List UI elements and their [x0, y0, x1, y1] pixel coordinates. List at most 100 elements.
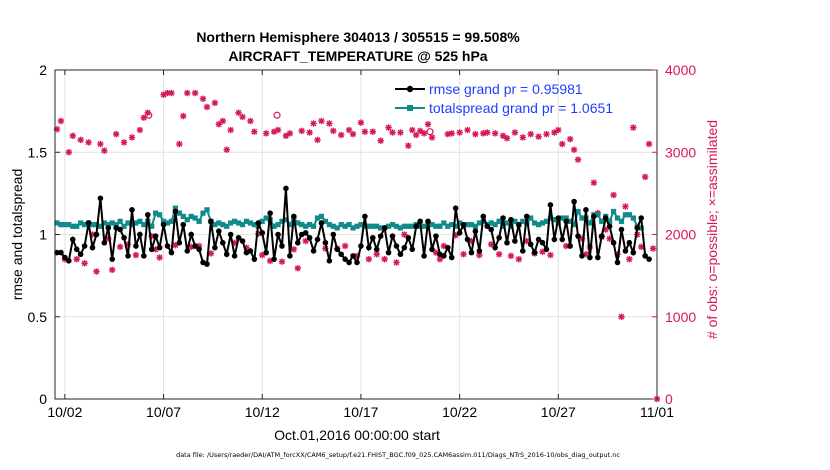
totalspread-point [508, 223, 514, 229]
obs-assimilated-marker [191, 89, 199, 97]
rmse-point [539, 239, 546, 246]
marker-stroke [211, 100, 218, 106]
rmse-point [306, 234, 313, 241]
obs-assimilated-marker [211, 99, 219, 107]
obs-assimilated-marker [464, 126, 471, 134]
rmse-point [322, 239, 329, 246]
obs-assimilated-marker [515, 255, 523, 263]
rmse-point [571, 198, 577, 205]
marker-stroke [610, 192, 617, 198]
obs-assimilated-marker [484, 129, 491, 136]
rmse-point [93, 231, 100, 238]
obs-assimilated-marker [168, 89, 175, 97]
marker-stroke [286, 130, 293, 137]
obs-assimilated-marker [73, 255, 80, 263]
marker-stroke [401, 231, 408, 238]
obs-assimilated-marker [97, 140, 104, 148]
obs-assimilated-marker [112, 130, 120, 138]
totalspread-point [437, 223, 443, 229]
totalspread-point [149, 223, 155, 229]
left-y-tick-label: 0 [39, 391, 47, 407]
obs-assimilated-marker [337, 131, 345, 139]
obs-assimilated-marker [630, 124, 637, 131]
marker-stroke [350, 131, 356, 138]
rmse-point [504, 239, 510, 246]
totalspread-point [512, 218, 518, 224]
marker-stroke [330, 127, 337, 134]
left-y-tick-label: 0.5 [28, 309, 48, 325]
marker-stroke [523, 238, 530, 244]
rmse-point [334, 246, 341, 253]
totalspread-point [97, 223, 103, 229]
marker-stroke [519, 134, 526, 141]
marker-stroke [448, 130, 455, 137]
marker-stroke [65, 149, 72, 156]
marker-stroke [421, 130, 427, 137]
totalspread-point [362, 223, 368, 229]
totalspread-point [500, 223, 506, 229]
totalspread-point [275, 222, 281, 228]
rmse-point [393, 243, 400, 249]
obs-possible-marker [426, 128, 434, 136]
marker-stroke [346, 127, 352, 133]
totalspread-point [638, 225, 644, 231]
rmse-point [62, 254, 68, 261]
rmse-point [109, 256, 116, 262]
totalspread-point [334, 225, 340, 231]
marker-stroke [365, 256, 372, 263]
rmse-point [429, 246, 435, 253]
marker-stroke [377, 137, 384, 144]
rmse-legend-label: rmse grand pr = 0.95981 [429, 81, 583, 97]
obs-assimilated-marker [330, 127, 337, 135]
totalspread-point [595, 212, 601, 218]
rmse-point [373, 246, 380, 253]
totalspread-point [445, 223, 451, 229]
obs-assimilated-marker [290, 246, 298, 253]
obs-assimilated-marker [385, 124, 392, 131]
marker-stroke [192, 90, 199, 96]
rmse-point [555, 215, 562, 221]
marker-stroke [500, 132, 506, 139]
rmse-point [247, 248, 254, 254]
rmse-point [531, 249, 538, 256]
rmse-point [105, 225, 112, 231]
marker-stroke [444, 131, 451, 138]
obs-assimilated-marker [649, 245, 657, 252]
rmse-point [294, 239, 301, 246]
obs-assimilated-marker [381, 255, 388, 263]
marker-stroke [409, 127, 416, 133]
obs-assimilated-marker [519, 134, 526, 141]
totalspread-point [259, 218, 265, 224]
obs-assimilated-marker [401, 231, 408, 238]
obs-assimilated-marker [488, 241, 495, 248]
rmse-point [622, 248, 629, 254]
totalspread-point [322, 218, 329, 224]
x-axis-label: Oct.01,2016 00:00:00 start [274, 427, 440, 443]
marker-stroke [488, 241, 495, 248]
totalspread-point [89, 222, 96, 228]
marker-stroke [543, 131, 550, 138]
totalspread-point [117, 218, 123, 224]
totalspread-point [622, 212, 629, 218]
totalspread-point [401, 223, 407, 229]
totalspread-point [607, 218, 613, 224]
rmse-point [366, 244, 372, 251]
marker-stroke [275, 127, 281, 133]
rmse-point [326, 258, 333, 264]
obs-assimilated-marker [460, 251, 467, 258]
marker-stroke [484, 129, 491, 136]
marker-stroke [73, 256, 80, 263]
rmse-point [275, 231, 281, 238]
obs-assimilated-marker [409, 126, 416, 134]
rmse-point [125, 253, 131, 259]
totalspread-point [358, 222, 364, 228]
totalspread-point [370, 223, 376, 229]
rmse-point [239, 238, 246, 244]
right-y-tick-label: 4000 [665, 62, 696, 78]
obs-assimilated-marker [274, 126, 282, 134]
rmse-point [484, 223, 491, 230]
totalspread-point [346, 222, 352, 228]
totalspread-point [409, 223, 415, 229]
obs-assimilated-marker [559, 140, 566, 148]
obs-assimilated-marker [262, 130, 270, 137]
